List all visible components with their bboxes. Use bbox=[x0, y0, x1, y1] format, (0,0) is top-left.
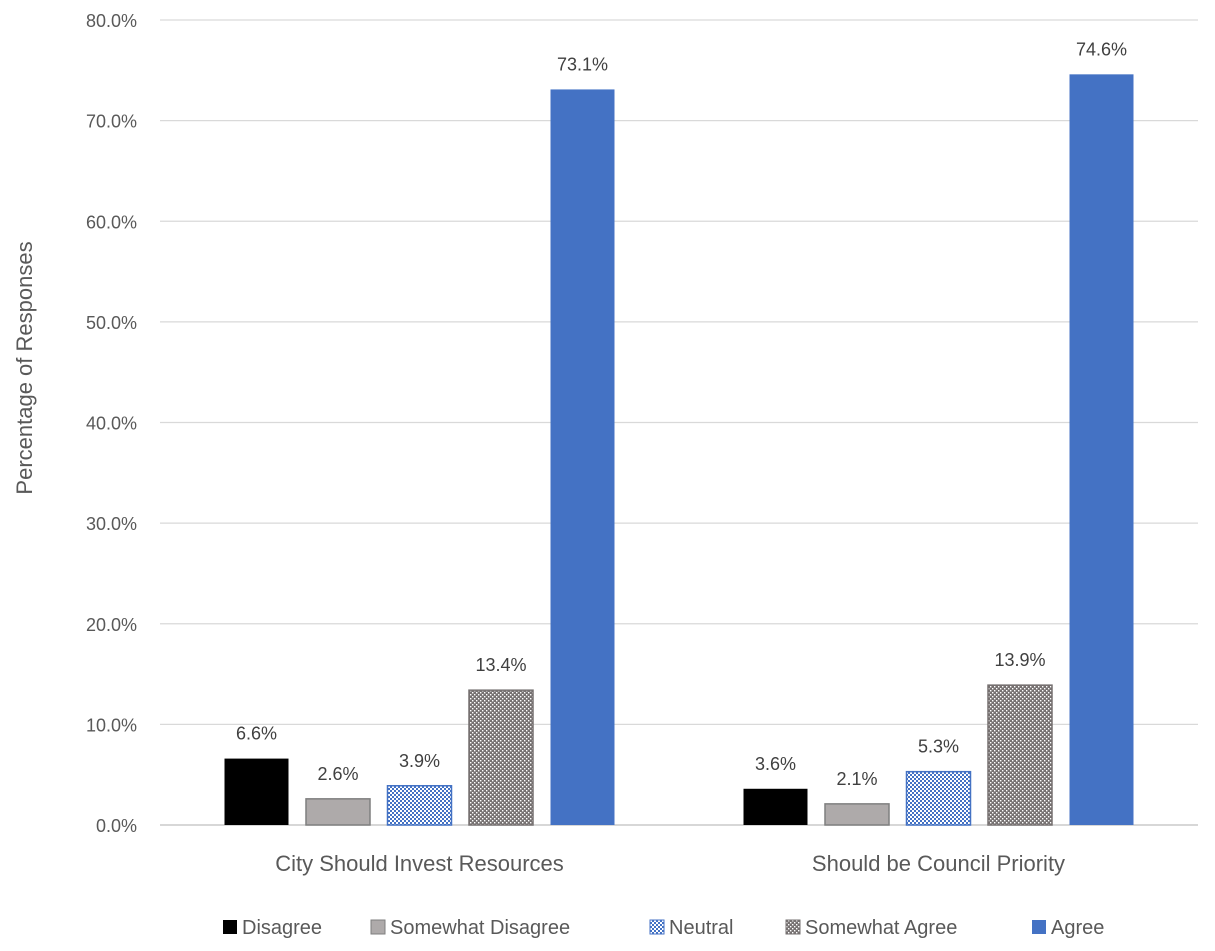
y-tick-label: 40.0% bbox=[86, 414, 137, 434]
data-label: 2.6% bbox=[317, 764, 358, 784]
x-tick-label: City Should Invest Resources bbox=[275, 851, 564, 876]
data-label: 74.6% bbox=[1076, 39, 1127, 59]
y-tick-label: 50.0% bbox=[86, 313, 137, 333]
data-label: 13.9% bbox=[994, 650, 1045, 670]
data-label: 13.4% bbox=[475, 655, 526, 675]
legend: Disagree Somewhat Disagree Neutral Somewhat… bbox=[223, 917, 1104, 939]
bar-neutral bbox=[386, 785, 453, 826]
bar-disagree bbox=[224, 758, 289, 825]
data-label: 3.9% bbox=[399, 751, 440, 771]
legend-label: Disagree bbox=[242, 917, 322, 939]
y-tick-label: 30.0% bbox=[86, 514, 137, 534]
legend-label: Somewhat Disagree bbox=[390, 917, 570, 939]
legend-label: Neutral bbox=[669, 917, 733, 939]
legend-swatch bbox=[785, 919, 801, 935]
data-label: 5.3% bbox=[918, 737, 959, 757]
y-tick-label: 80.0% bbox=[86, 11, 137, 31]
y-tick-label: 10.0% bbox=[86, 715, 137, 735]
data-label: 3.6% bbox=[755, 754, 796, 774]
legend-swatch bbox=[1032, 920, 1046, 934]
y-tick-label: 20.0% bbox=[86, 615, 137, 635]
bar-somewhat-disagree bbox=[824, 803, 890, 826]
y-tick-label: 70.0% bbox=[86, 112, 137, 132]
data-label: 73.1% bbox=[557, 54, 608, 74]
data-label: 6.6% bbox=[236, 724, 277, 744]
data-label: 2.1% bbox=[836, 769, 877, 789]
x-tick-label: Should be Council Priority bbox=[812, 851, 1065, 876]
bar-agree bbox=[1069, 74, 1134, 825]
bar-somewhat-disagree bbox=[305, 798, 371, 826]
gridlines bbox=[160, 19, 1198, 826]
bar-somewhat-agree bbox=[468, 689, 534, 826]
bar-disagree bbox=[743, 788, 808, 825]
legend-swatch bbox=[370, 919, 386, 935]
legend-swatch bbox=[223, 920, 237, 934]
legend-label: Agree bbox=[1051, 917, 1104, 939]
legend-label: Somewhat Agree bbox=[805, 917, 957, 939]
x-axis-ticks: City Should Invest Resources Should be Co… bbox=[275, 851, 1065, 876]
bars bbox=[224, 74, 1134, 826]
legend-swatch bbox=[649, 919, 665, 935]
y-axis-label: Percentage of Responses bbox=[12, 241, 37, 494]
y-tick-label: 60.0% bbox=[86, 212, 137, 232]
data-labels: 6.6% 2.6% 3.9% 13.4% 73.1% 3.6% 2.1% 5.3% 13.9% 7… bbox=[236, 39, 1127, 789]
bar-agree bbox=[550, 89, 615, 825]
y-tick-label: 0.0% bbox=[96, 816, 137, 836]
y-axis-ticks: 0.0% 10.0% 20.0% 30.0% 40.0% 50.0% 60.0% 70.0% 8… bbox=[86, 11, 137, 836]
bar-neutral bbox=[905, 770, 972, 826]
bar-somewhat-agree bbox=[987, 684, 1053, 826]
